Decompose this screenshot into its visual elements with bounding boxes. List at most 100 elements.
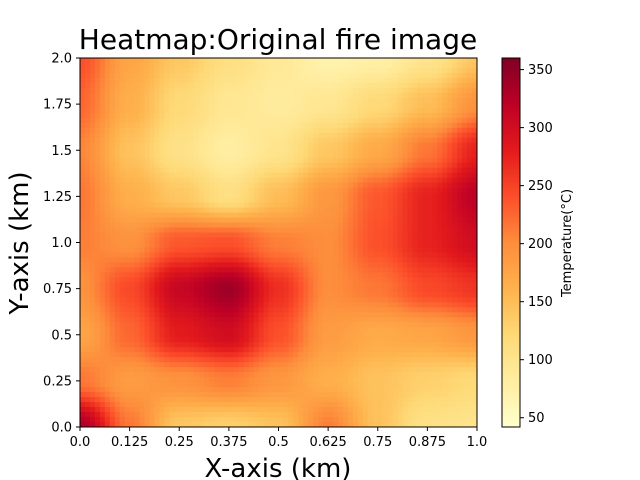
heatmap-cell [352,177,359,184]
heatmap-cell [218,352,225,358]
heatmap-cell [432,212,438,219]
heatmap-cell [357,307,364,313]
heatmap-cell [213,152,220,159]
heatmap-cell [377,257,384,264]
heatmap-cell [462,72,468,79]
heatmap-cell [323,352,329,358]
heatmap-cell [134,287,141,293]
heatmap-cell [442,352,448,358]
heatmap-cell [298,172,304,179]
heatmap-cell [194,317,200,323]
heatmap-cell [467,307,473,313]
heatmap-cell [293,207,299,214]
heatmap-cell [253,227,260,234]
heatmap-cell [357,202,364,209]
heatmap-cell [139,122,146,129]
heatmap-cell [169,97,175,104]
heatmap-cell [129,152,136,159]
heatmap-cell [412,147,419,154]
heatmap-cell [288,132,294,139]
heatmap-cell [377,342,384,348]
heatmap-cell [357,62,364,69]
heatmap-cell [119,147,126,154]
heatmap-cell [129,102,136,109]
heatmap-cell [194,197,200,204]
heatmap-cell [347,272,354,279]
heatmap-cell [263,147,270,154]
heatmap-cell [293,327,299,333]
heatmap-cell [179,58,185,64]
heatmap-cell [189,147,195,154]
heatmap-cell [467,342,473,348]
heatmap-cell [303,337,309,343]
heatmap-cell [288,157,294,164]
heatmap-cell [352,127,359,134]
heatmap-cell [199,247,205,254]
heatmap-cell [308,272,314,279]
heatmap-cell [228,342,235,348]
heatmap-cell [427,347,433,353]
heatmap-cell [149,167,156,174]
heatmap-cell [139,177,146,184]
heatmap-cell [109,72,116,79]
heatmap-cell [233,222,240,229]
heatmap-cell [263,82,270,89]
heatmap-cell [273,247,280,254]
heatmap-cell [432,257,438,264]
heatmap-cell [303,92,309,99]
heatmap-cell [243,227,250,234]
heatmap-cell [392,322,399,328]
heatmap-cell [194,262,200,269]
heatmap-cell [367,297,374,303]
heatmap-cell [194,212,200,219]
heatmap-cell [392,312,399,318]
heatmap-cell [164,242,170,249]
heatmap-cell [263,177,270,184]
heatmap-cell [372,257,379,264]
heatmap-cell [412,272,419,279]
heatmap-cell [84,227,91,234]
heatmap-cell [258,327,265,333]
heatmap-cell [352,337,359,343]
heatmap-cell [462,127,468,134]
heatmap-cell [347,247,354,254]
heatmap-cell [228,67,235,74]
heatmap-cell [174,252,180,259]
heatmap-cell [149,257,156,264]
heatmap-cell [352,172,359,179]
heatmap-cell [233,187,240,194]
heatmap-cell [308,62,314,69]
heatmap-cell [80,132,86,139]
heatmap-cell [84,58,91,64]
heatmap-cell [199,327,205,333]
heatmap-cell [223,222,230,229]
heatmap-cell [218,97,225,104]
heatmap-cell [432,247,438,254]
heatmap-cell [427,192,433,199]
heatmap-cell [382,282,389,288]
heatmap-cell [104,187,111,194]
heatmap-cell [124,232,131,239]
heatmap-cell [427,77,433,84]
heatmap-cell [174,212,180,219]
heatmap-cell [387,162,394,169]
heatmap-cell [268,72,275,79]
heatmap-cell [343,267,349,274]
heatmap-cell [437,167,443,174]
heatmap-cell [298,82,304,89]
heatmap-cell [233,347,240,353]
heatmap-cell [417,252,424,259]
heatmap-cell [194,87,200,94]
heatmap-cell [213,192,220,199]
heatmap-cell [174,132,180,139]
heatmap-cell [223,77,230,84]
heatmap-cell [84,267,91,274]
heatmap-cell [169,102,175,109]
heatmap-cell [298,292,304,298]
heatmap-cell [243,107,250,114]
heatmap-cell [402,292,409,298]
heatmap-cell [427,342,433,348]
heatmap-cell [154,58,160,64]
heatmap-cell [273,362,280,368]
heatmap-cell [89,187,96,194]
